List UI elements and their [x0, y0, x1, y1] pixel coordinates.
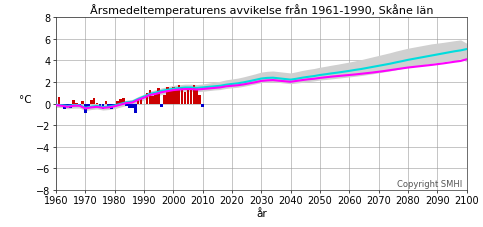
Bar — [166, 88, 169, 104]
Bar — [57, 98, 60, 104]
Text: Copyright SMHI: Copyright SMHI — [397, 179, 462, 188]
Bar — [99, 104, 101, 107]
Bar — [114, 104, 116, 107]
Bar — [175, 90, 178, 104]
Title: Årsmedeltemperaturens avvikelse från 1961-1990, Skåne län: Årsmedeltemperaturens avvikelse från 196… — [89, 4, 433, 16]
Bar — [70, 104, 72, 109]
Y-axis label: °C: °C — [19, 94, 31, 104]
Bar — [172, 88, 175, 104]
Bar — [93, 99, 96, 104]
Bar — [160, 104, 163, 107]
Bar — [108, 104, 110, 107]
Bar — [145, 93, 148, 104]
Bar — [104, 102, 107, 104]
Bar — [119, 100, 122, 104]
Bar — [199, 96, 201, 104]
Bar — [101, 104, 104, 109]
Bar — [122, 99, 125, 104]
Bar — [155, 92, 157, 104]
Bar — [186, 90, 189, 104]
Bar — [111, 104, 113, 109]
Bar — [157, 89, 160, 104]
Bar — [125, 104, 128, 106]
Bar — [163, 96, 166, 104]
Bar — [152, 97, 154, 104]
Bar — [87, 104, 89, 109]
X-axis label: år: år — [256, 208, 267, 218]
Bar — [72, 101, 75, 104]
Bar — [137, 101, 140, 104]
Bar — [63, 104, 66, 109]
Bar — [96, 103, 99, 104]
Bar — [84, 104, 86, 114]
Bar — [178, 86, 181, 104]
Bar — [196, 89, 198, 104]
Bar — [134, 104, 137, 114]
Bar — [131, 104, 134, 109]
Bar — [67, 104, 69, 107]
Bar — [116, 102, 119, 104]
Bar — [201, 104, 204, 107]
Bar — [60, 104, 63, 106]
Bar — [140, 99, 142, 104]
Bar — [184, 92, 186, 104]
Bar — [181, 89, 184, 104]
Bar — [169, 91, 171, 104]
Bar — [75, 103, 78, 104]
Bar — [128, 104, 130, 109]
Bar — [90, 101, 93, 104]
Bar — [189, 88, 192, 104]
Bar — [148, 90, 151, 104]
Bar — [81, 102, 84, 104]
Bar — [78, 104, 81, 105]
Bar — [193, 86, 195, 104]
